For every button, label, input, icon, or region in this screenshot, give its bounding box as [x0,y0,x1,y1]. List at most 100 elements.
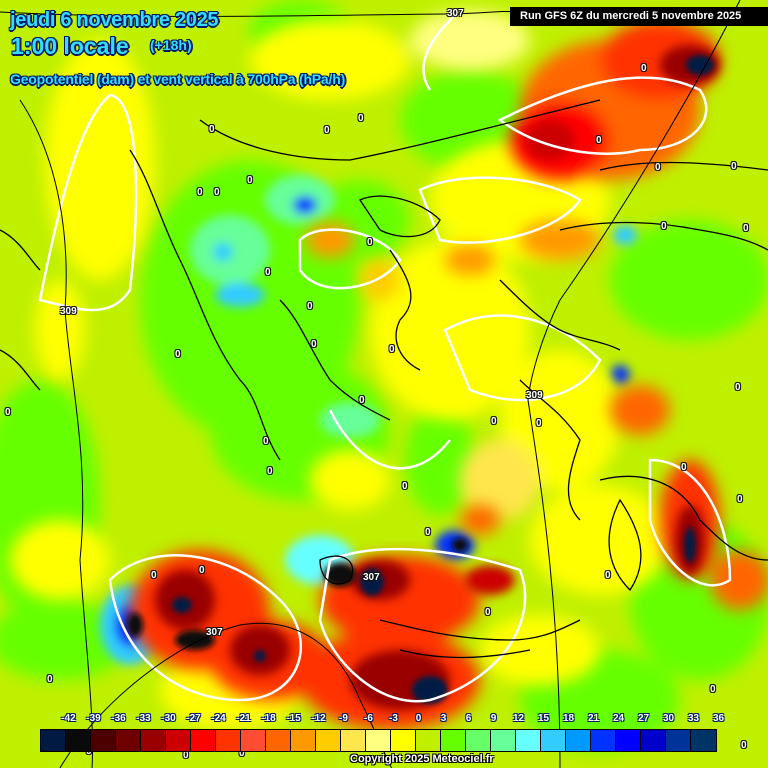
legend-tick: 3 [440,713,447,724]
zero-contour-label: 0 [741,740,747,751]
zero-contour-label: 0 [710,684,716,695]
legend-swatch [166,730,191,751]
legend-tick: 24 [612,713,625,724]
forecast-lead-time: (+18h) [150,37,192,53]
legend-swatch [216,730,241,751]
legend-tick: 6 [465,713,472,724]
geopotential-label: 307 [447,8,464,19]
zero-contour-label: 0 [247,175,253,186]
zero-contours [38,9,732,703]
legend-tick: 12 [512,713,525,724]
zero-contour-label: 0 [199,565,205,576]
zero-contour-label: 0 [731,161,737,172]
legend-tick: -24 [211,713,226,724]
legend-swatch [141,730,166,751]
color-legend [40,729,717,752]
legend-tick: -42 [61,713,76,724]
legend-tick: -15 [286,713,301,724]
forecast-local-time: 1:00 locale [11,33,129,59]
zero-contour-label: 0 [737,494,743,505]
zero-contour-label: 0 [641,63,647,74]
zero-contour-label: 0 [214,187,220,198]
legend-swatch [616,730,641,751]
legend-swatch [441,730,466,751]
legend-tick: 33 [687,713,700,724]
legend-tick-labels: -42 -39 -36 -33 -30 -27 -24 -21 -18 -15 -12 -9 -6 -3 0… [40,713,740,727]
zero-contour-label: 0 [151,570,157,581]
geopotential-label: 307 [363,572,380,583]
geopotential-label: 307 [206,627,223,638]
legend-tick: -12 [311,713,326,724]
zero-contour-label: 0 [367,237,373,248]
legend-swatch [591,730,616,751]
zero-contour-label: 0 [307,301,313,312]
zero-contour-label: 0 [485,607,491,618]
legend-tick: 36 [712,713,725,724]
zero-contour-label: 0 [183,750,189,761]
zero-contour-label: 0 [263,436,269,447]
legend-tick: -27 [186,713,201,724]
geopotential-label: 309 [526,390,543,401]
legend-tick: 18 [562,713,575,724]
zero-contour-label: 0 [402,481,408,492]
legend-tick: -39 [86,713,101,724]
darkest-cores [127,55,714,704]
legend-swatch [41,730,66,751]
zero-contour-label: 0 [209,124,215,135]
forecast-date: jeudi 6 novembre 2025 [10,9,219,31]
legend-swatch [366,730,391,751]
zero-contour-label: 0 [655,162,661,173]
zero-contour-label: 0 [681,462,687,473]
legend-tick: -3 [389,713,398,724]
legend-swatch [341,730,366,751]
legend-swatch [66,730,91,751]
legend-tick: -21 [236,713,251,724]
legend-swatch [416,730,441,751]
coastlines [0,99,768,659]
legend-swatch [391,730,416,751]
legend-tick: 21 [587,713,600,724]
zero-contour-label: 0 [197,187,203,198]
legend-swatch [691,730,716,751]
legend-swatch [566,730,591,751]
legend-tick: 0 [415,713,422,724]
legend-tick: -30 [161,713,176,724]
zero-contour-label: 0 [743,223,749,234]
legend-tick: 30 [662,713,675,724]
legend-swatch [666,730,691,751]
zero-contour-label: 0 [239,748,245,759]
zero-contour-label: 0 [5,407,11,418]
legend-swatch [316,730,341,751]
zero-contour-label: 0 [536,418,542,429]
parameter-description: Geopotentiel (dam) et vent vertical à 70… [10,71,346,87]
legend-swatch [466,730,491,751]
legend-swatch [266,730,291,751]
legend-swatch [241,730,266,751]
zero-contour-label: 0 [311,339,317,350]
legend-swatch [191,730,216,751]
zero-contour-label: 0 [47,674,53,685]
zero-contour-label: 0 [661,221,667,232]
legend-tick: -36 [111,713,126,724]
legend-tick: 15 [537,713,550,724]
zero-contour-label: 0 [324,125,330,136]
legend-tick: 9 [490,713,497,724]
zero-contour-label: 0 [267,466,273,477]
copyright-notice: Copyright 2025 Meteociel.fr [350,753,494,765]
legend-tick: -9 [339,713,348,724]
zero-contour-label: 0 [175,349,181,360]
legend-swatch [91,730,116,751]
zero-contour-label: 0 [265,267,271,278]
zero-contour-label: 0 [735,382,741,393]
model-run-banner: Run GFS 6Z du mercredi 5 novembre 2025 [510,7,768,26]
legend-swatch [541,730,566,751]
zero-contour-label: 0 [425,527,431,538]
legend-tick: -33 [136,713,151,724]
legend-tick: -18 [261,713,276,724]
zero-contour-label: 0 [605,570,611,581]
yellow-areas [10,10,670,730]
zero-contour-label: 0 [389,344,395,355]
legend-swatch [516,730,541,751]
geopotential-label: 309 [60,306,77,317]
